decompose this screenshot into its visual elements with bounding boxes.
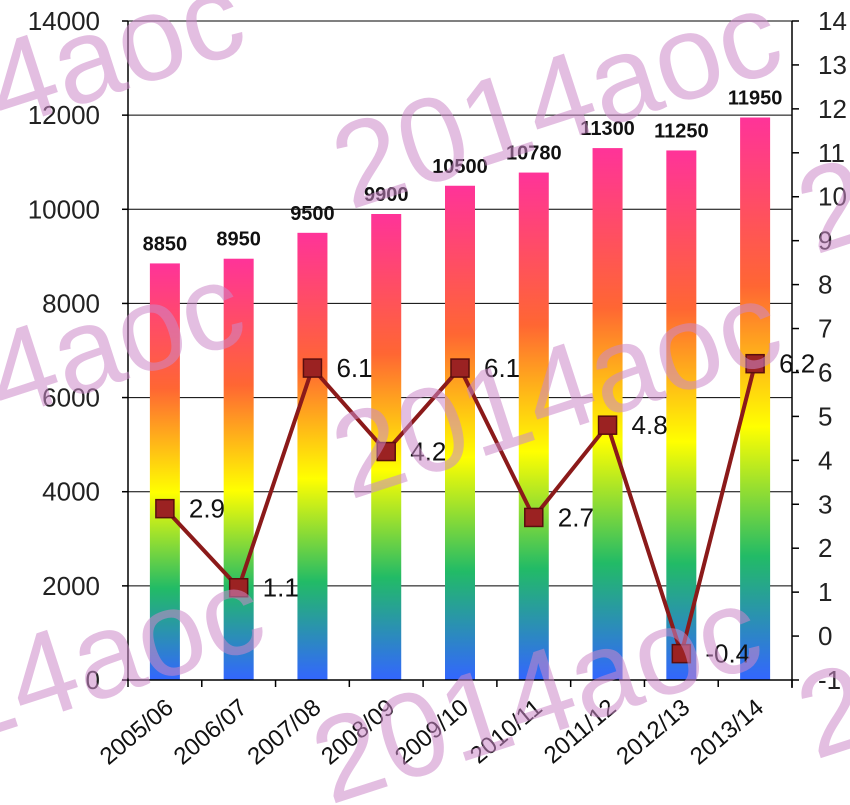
line-marker [376, 441, 396, 462]
right-tick-label: 2 [818, 533, 832, 563]
line-value-label: 2.9 [189, 494, 225, 524]
line-value-label: 2.7 [558, 502, 594, 532]
right-tick-label: -1 [818, 665, 841, 695]
line-marker [745, 353, 765, 374]
right-tick-label: 11 [818, 138, 845, 168]
right-tick-label: 12 [818, 94, 847, 124]
watermark-text: 14aoc [0, 0, 259, 175]
right-tick-label: 10 [818, 182, 847, 212]
bar-value-label: 9500 [290, 203, 335, 225]
line-value-label: 6.1 [336, 353, 372, 383]
right-tick-label: 14 [818, 6, 847, 36]
right-tick-label: 7 [818, 314, 832, 344]
left-axis-ticks: 0 2000 4000 6000 8000 10000 12000 14000 [28, 6, 100, 695]
left-tick-label: 10000 [28, 194, 100, 224]
left-tick-label: 4000 [42, 477, 100, 507]
bar [445, 185, 475, 680]
line-marker [671, 643, 692, 664]
line-marker [155, 498, 175, 519]
bar-value-label: 8850 [143, 233, 188, 255]
bar [297, 232, 328, 681]
right-tick-label: 5 [818, 401, 832, 431]
line-value-label: 6.1 [484, 353, 520, 383]
left-tick-label: 0 [86, 665, 100, 695]
watermark-text: 2 [782, 637, 850, 785]
line-value-label: 6.2 [779, 349, 815, 379]
right-tick-label: 3 [818, 489, 832, 519]
left-tick-label: 6000 [42, 383, 100, 413]
line-value-label: 4.8 [632, 410, 668, 440]
line-series [155, 353, 765, 664]
left-tick-label: 8000 [42, 288, 100, 318]
right-tick-label: 6 [818, 357, 832, 387]
bar-value-label: 11250 [654, 120, 709, 142]
line-value-label: 1.1 [263, 573, 299, 603]
bar-value-label: 8950 [216, 229, 261, 251]
right-tick-label: 4 [818, 445, 832, 475]
bar-value-label: 11300 [580, 118, 635, 140]
watermark-text: 2014aoc [317, 0, 796, 235]
line-value-label: -0.4 [705, 639, 750, 669]
bar-value-label: 9900 [364, 184, 409, 206]
bar [592, 148, 623, 681]
bar [666, 150, 697, 681]
bar [149, 263, 180, 680]
left-tick-label: 14000 [28, 6, 100, 36]
bar-value-label: 11950 [728, 87, 783, 109]
x-tick-label: 2006/07 [169, 694, 253, 770]
left-tick-label: 2000 [42, 571, 100, 601]
axes [122, 20, 799, 688]
right-tick-label: 13 [818, 50, 847, 80]
bar-value-labels: 8850 8950 9500 9900 10500 10780 11300 11250 1195… [143, 87, 783, 255]
line-marker [597, 415, 618, 435]
bar-value-label: 10780 [506, 143, 562, 165]
line-value-label: 4.2 [410, 437, 446, 467]
line-marker [228, 577, 249, 598]
bar [518, 172, 549, 680]
right-tick-label: 0 [818, 621, 832, 651]
line-marker [524, 507, 544, 528]
right-tick-label: 9 [818, 226, 832, 256]
line-marker [302, 358, 323, 378]
right-tick-label: 1 [818, 577, 832, 607]
bars [149, 117, 771, 681]
bar-value-label: 10500 [432, 156, 488, 178]
line-value-labels: 2.9 1.1 6.1 4.2 6.1 2.7 4.8 -0.4 6.2 [189, 349, 815, 669]
line-marker [450, 358, 470, 378]
bar [223, 258, 254, 680]
left-tick-label: 12000 [28, 100, 100, 130]
watermark-text: 14aoc [0, 236, 259, 464]
right-tick-label: 8 [818, 270, 832, 300]
